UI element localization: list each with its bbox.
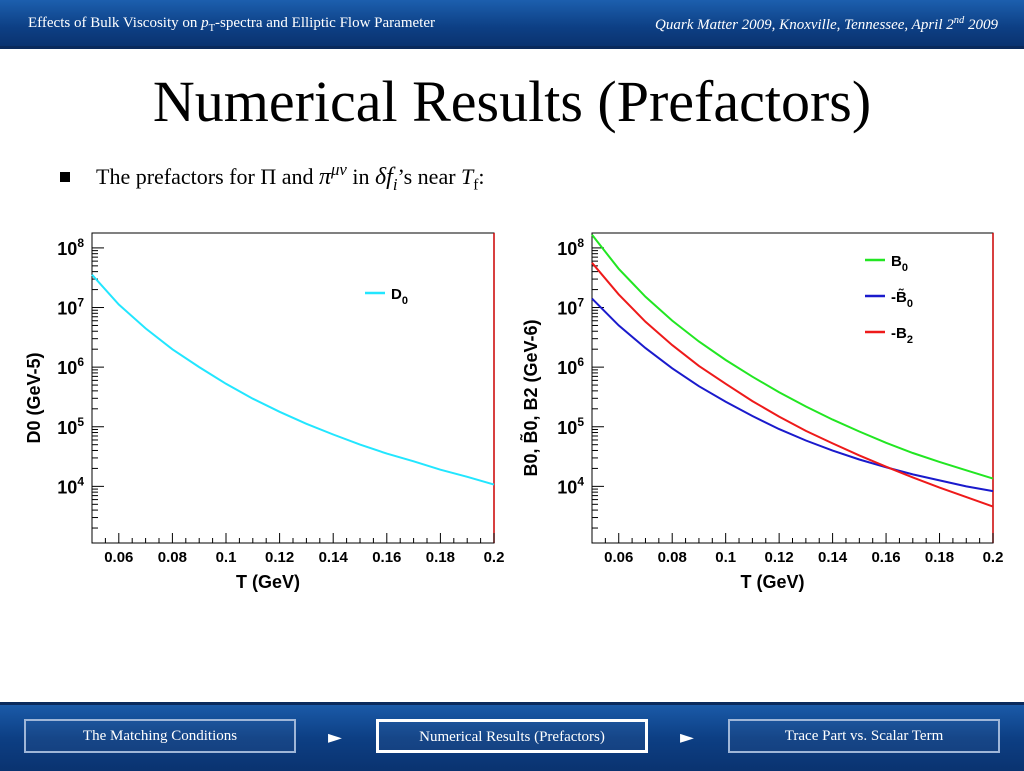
- y-tick-label: 105: [57, 415, 84, 438]
- y-tick-label: 104: [57, 474, 84, 497]
- conference-info: Quark Matter 2009, Knoxville, Tennessee,…: [655, 15, 998, 33]
- y-axis-label: D0 (GeV-5): [24, 352, 44, 443]
- x-tick-label: 0.14: [319, 549, 349, 566]
- x-tick-label: 0.18: [426, 549, 455, 566]
- prev-slide-button[interactable]: The Matching Conditions: [24, 719, 296, 753]
- next-slide-button[interactable]: Trace Part vs. Scalar Term: [728, 719, 1000, 753]
- current-slide-button[interactable]: Numerical Results (Prefactors): [376, 719, 648, 753]
- x-axis-label: T (GeV): [236, 572, 300, 592]
- x-tick-label: 0.1: [216, 549, 237, 566]
- slide-title: Numerical Results (Prefactors): [152, 69, 872, 134]
- x-tick-label: 0.16: [372, 549, 401, 566]
- navigation-bar: The Matching Conditions ► Numerical Resu…: [0, 702, 1024, 771]
- y-tick-label: 106: [57, 355, 84, 378]
- header-bar: Effects of Bulk Viscosity on pT-spectra …: [0, 0, 1024, 49]
- y-tick-label: 108: [57, 236, 84, 259]
- x-tick-label: 0.12: [265, 549, 294, 566]
- plot-frame: [91, 232, 495, 544]
- arrow-right-icon: ►: [680, 727, 694, 748]
- series-line: [91, 274, 495, 486]
- arrow-right-icon: ►: [328, 727, 342, 748]
- bullet-square-icon: [60, 171, 70, 182]
- x-tick-label: 0.06: [104, 549, 133, 566]
- legend-label: D0: [391, 286, 408, 307]
- bullet-text: The prefactors for Π and πμν in δfi’s ne…: [60, 160, 485, 195]
- x-tick-label: 0.2: [484, 549, 505, 566]
- y-tick-label: 107: [57, 296, 84, 319]
- presentation-title: Effects of Bulk Viscosity on pT-spectra …: [28, 15, 435, 34]
- x-tick-label: 0.08: [158, 549, 187, 566]
